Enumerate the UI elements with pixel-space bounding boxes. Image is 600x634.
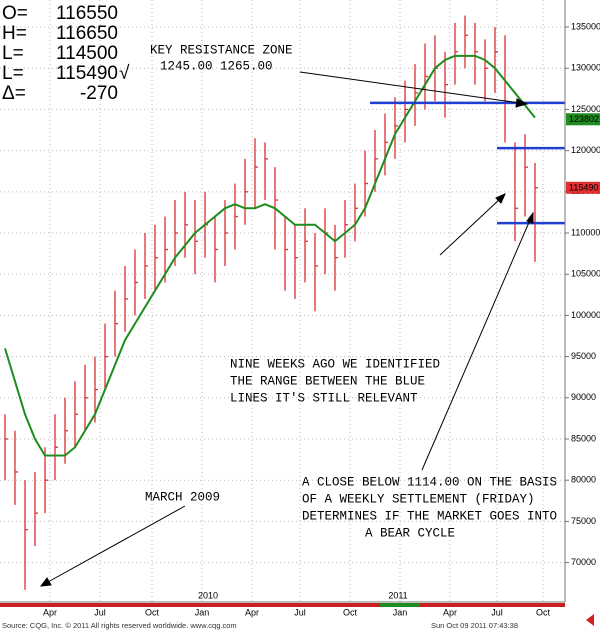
grid: 70000 75000 80000 85000 90000 95000 100000 1050…: [0, 0, 600, 617]
y-tick-label: 80000: [571, 475, 596, 485]
arrow: [299, 71, 521, 104]
marks: [4, 15, 565, 590]
source: Source: CQG, Inc. © 2011 All rights rese…: [2, 621, 237, 630]
y-tick-label: 130000: [571, 63, 600, 73]
price-tag-label: 123802: [569, 114, 599, 124]
y-tick-label: 110000: [571, 227, 600, 237]
arrow: [47, 505, 186, 583]
info-box: O= 116550 H= 116650 L= 114500 L= 115490 √ Δ= -270: [2, 3, 130, 104]
arrow: [439, 198, 501, 256]
price-tag-label: 115490: [569, 183, 598, 193]
arrow: [421, 219, 531, 471]
annotations: KEY RESISTANCE ZONE 1245.00 1265.00 NINE W…: [145, 43, 557, 540]
annotation: A BEAR CYCLE: [365, 526, 455, 540]
info-value: 116650: [56, 23, 118, 44]
y-tick-label: 85000: [571, 433, 596, 443]
annotation: A CLOSE BELOW 1114.00 ON THE BASIS: [302, 475, 557, 489]
annotation: THE RANGE BETWEEN THE BLUE: [230, 374, 425, 388]
price-tag: [566, 181, 600, 194]
y-tick-label: 135000: [571, 21, 600, 31]
arrowhead: [515, 98, 529, 108]
info-label: H=: [2, 23, 27, 44]
y-tick-label: 70000: [571, 557, 596, 567]
x-tick-label: Apr: [43, 607, 57, 617]
arrowhead: [495, 193, 506, 204]
info-label: L=: [2, 43, 24, 64]
x-tick-label: Oct: [343, 607, 358, 617]
y-tick-label: 95000: [571, 351, 596, 361]
x-tick-label: Jul: [491, 607, 503, 617]
annotation: NINE WEEKS AGO WE IDENTIFIED: [230, 357, 440, 371]
period-strip: [380, 603, 420, 607]
x-tick-label: Apr: [245, 607, 259, 617]
price-tag: [566, 113, 600, 126]
year-label: 2010: [198, 590, 218, 600]
x-tick-label: Oct: [536, 607, 551, 617]
y-tick-label: 105000: [571, 269, 600, 279]
info-label: Δ=: [2, 83, 26, 104]
annotation: LINES IT'S STILL RELEVANT: [230, 391, 418, 405]
y-tick-label: 100000: [571, 310, 600, 320]
y-tick-label: 120000: [571, 145, 600, 155]
annotation: OF A WEEKLY SETTLEMENT (FRIDAY): [302, 492, 535, 506]
annotation: MARCH 2009: [145, 490, 220, 504]
annotation: DETERMINES IF THE MARKET GOES INTO: [302, 509, 557, 523]
arrowhead: [39, 577, 52, 587]
x-tick-label: Apr: [443, 607, 457, 617]
x-tick-label: Jan: [393, 607, 408, 617]
moving-average: [4, 54, 536, 457]
x-tick-label: Jul: [294, 607, 306, 617]
info-value: -270: [80, 83, 118, 104]
x-tick-label: Jul: [94, 607, 106, 617]
info-value: 116550: [56, 3, 118, 24]
timestamp: Sun Oct 09 2011 07:43:38: [431, 621, 518, 630]
year-label: 2011: [388, 590, 407, 600]
annotation: 1245.00 1265.00: [160, 59, 273, 73]
info-value: 114500: [56, 43, 118, 64]
x-tick-label: Jan: [195, 607, 210, 617]
info-mark: √: [119, 63, 130, 84]
info-label: O=: [2, 3, 28, 24]
info-label: L=: [2, 63, 24, 84]
y-tick-label: 90000: [571, 392, 596, 402]
x-tick-label: Oct: [145, 607, 160, 617]
period-strip: [0, 603, 565, 607]
annotation: KEY RESISTANCE ZONE: [150, 43, 293, 57]
arrows: [39, 71, 534, 587]
y-tick-label: 75000: [571, 516, 596, 526]
arrowhead: [526, 211, 534, 224]
nav-arrow[interactable]: [586, 614, 594, 626]
y-tick-label: 125000: [571, 104, 600, 114]
info-value: 115490: [56, 63, 118, 84]
